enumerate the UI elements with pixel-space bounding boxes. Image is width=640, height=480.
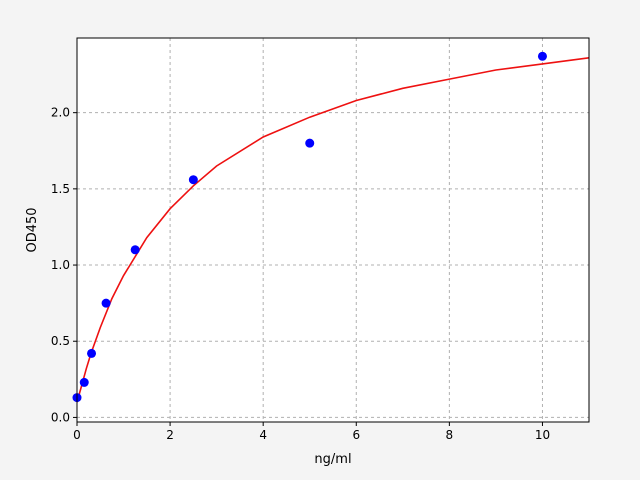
data-point bbox=[130, 245, 140, 255]
y-axis-label: OD450 bbox=[25, 207, 40, 252]
x-tick-label: 4 bbox=[259, 428, 267, 442]
data-point bbox=[537, 51, 547, 61]
x-tick-label: 8 bbox=[446, 428, 454, 442]
x-tick-label: 2 bbox=[166, 428, 174, 442]
data-point bbox=[305, 138, 315, 148]
y-tick-label: 0.5 bbox=[51, 334, 70, 348]
x-axis-label: ng/ml bbox=[314, 452, 351, 467]
axes-frame bbox=[76, 37, 590, 423]
y-tick-label: 1.5 bbox=[51, 182, 70, 196]
y-tick-label: 0.0 bbox=[51, 410, 70, 424]
y-tick-label: 2.0 bbox=[51, 106, 70, 120]
data-point bbox=[87, 348, 97, 358]
x-tick-label: 6 bbox=[352, 428, 360, 442]
y-tick-label: 1.0 bbox=[51, 258, 70, 272]
x-tick-label: 10 bbox=[535, 428, 550, 442]
data-point bbox=[188, 175, 198, 185]
plot-area bbox=[77, 38, 589, 422]
data-point bbox=[101, 298, 111, 308]
x-tick-label: 0 bbox=[73, 428, 81, 442]
data-point bbox=[79, 377, 89, 387]
ticks: 0 2 4 6 8 10 0.0 0.5 1.0 1.5 2.0 bbox=[51, 106, 550, 442]
marks bbox=[72, 51, 590, 403]
